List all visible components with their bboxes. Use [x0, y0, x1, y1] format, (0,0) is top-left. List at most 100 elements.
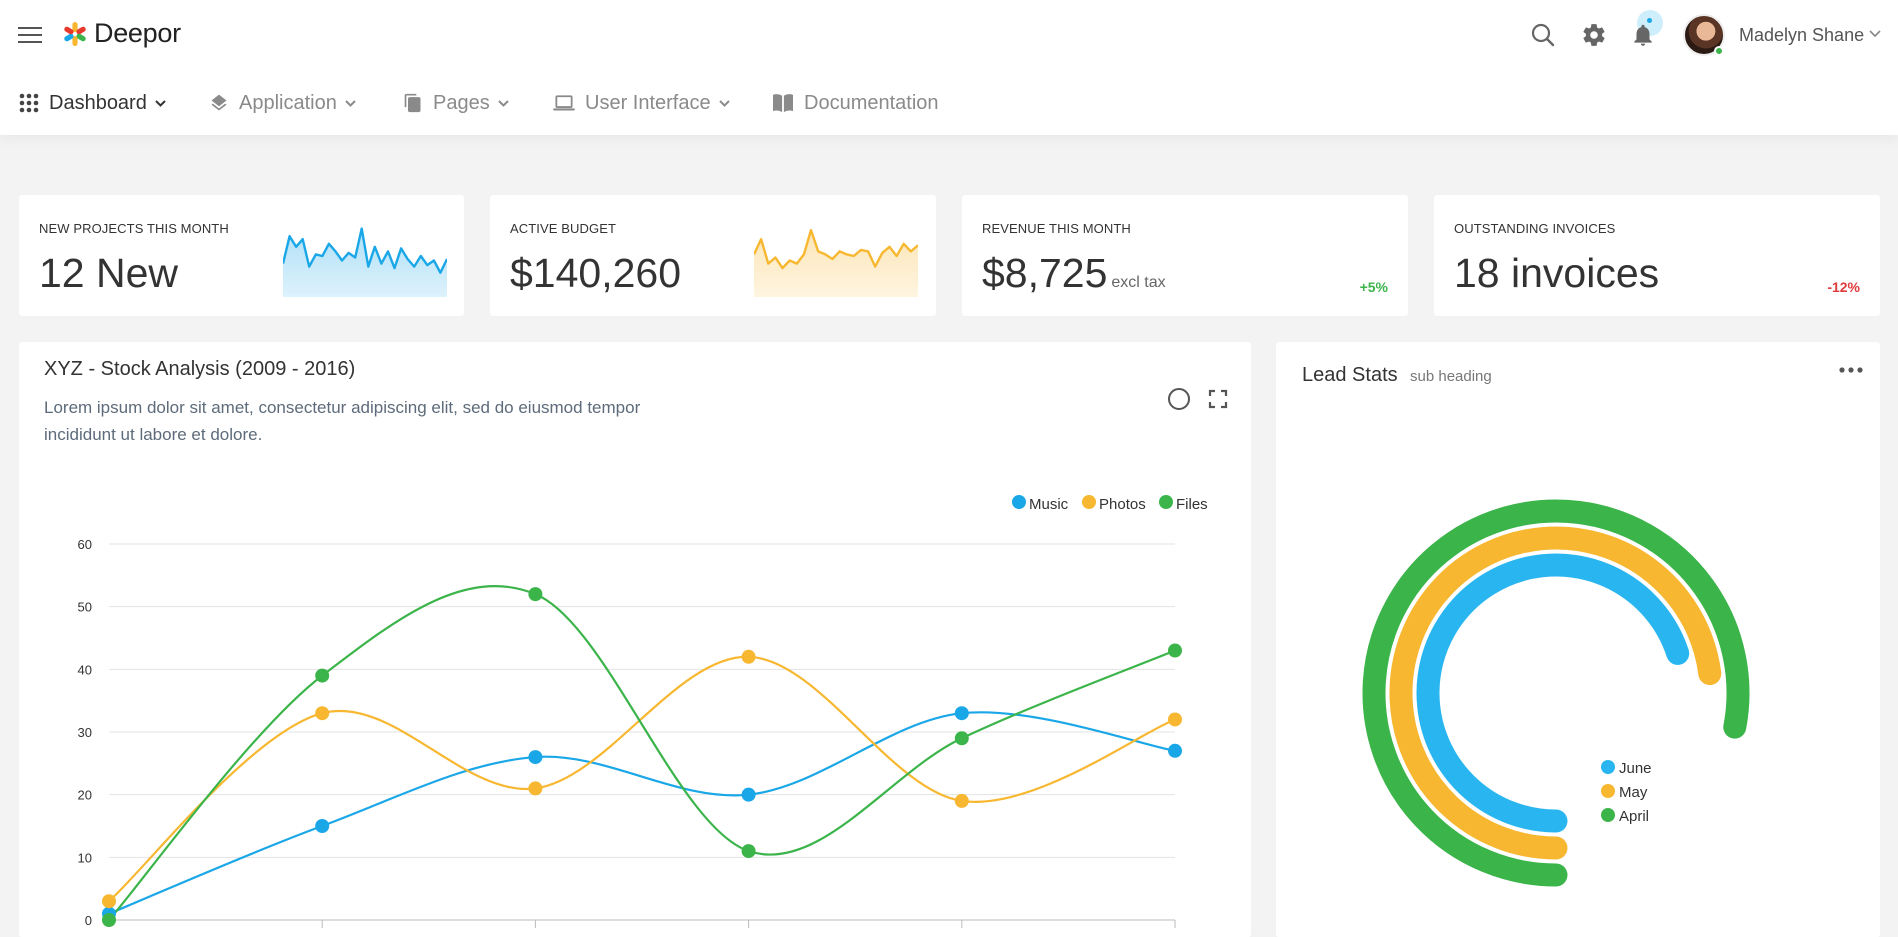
nav-user-interface-label: User Interface: [585, 91, 711, 114]
legend-label: April: [1619, 808, 1649, 825]
user-name[interactable]: Madelyn Shane: [1739, 25, 1865, 45]
data-point-files: [741, 844, 756, 859]
gear-icon[interactable]: [1581, 22, 1609, 50]
stat-card-new-projects: NEW PROJECTS THIS MONTH 12 New: [19, 195, 464, 316]
stat-value: $140,260: [510, 250, 682, 296]
legend-marker: [1159, 495, 1173, 509]
menu-icon[interactable]: [18, 27, 42, 45]
radial-bar-april: [1362, 499, 1750, 887]
series-line-files: [108, 585, 1176, 921]
avatar[interactable]: [1683, 14, 1725, 56]
y-tick-label: 30: [78, 725, 92, 740]
y-tick-label: 10: [78, 850, 92, 865]
data-point-files: [528, 587, 543, 602]
sparkline: [754, 228, 918, 297]
stat-card-outstanding-invoices: OUTSTANDING INVOICES 18 invoices -12%: [1434, 195, 1880, 316]
search-icon[interactable]: [1530, 22, 1558, 50]
series-line-music: [108, 711, 1176, 915]
nav-user-interface[interactable]: User Interface: [553, 89, 730, 117]
nav-application[interactable]: Application: [209, 89, 356, 117]
data-point-files: [954, 731, 969, 746]
logo[interactable]: Deepor: [62, 18, 181, 49]
y-tick-label: 20: [78, 788, 92, 803]
data-point-files: [102, 913, 116, 927]
sparkline-line: [283, 227, 447, 274]
top-bar: Deepor Madelyn Shane: [0, 0, 1898, 71]
series-line-photos: [108, 655, 1176, 903]
data-point-photos: [1168, 712, 1182, 727]
online-status-dot: [1714, 46, 1724, 56]
laptop-icon: [553, 95, 575, 111]
chevron-down-icon: [345, 99, 356, 107]
more-icon[interactable]: [1839, 366, 1863, 374]
y-tick-label: 0: [85, 913, 92, 928]
sparkline-line: [754, 228, 918, 270]
stat-value-number: $8,725: [982, 250, 1108, 296]
legend-marker: [1601, 808, 1615, 822]
nav-dashboard[interactable]: Dashboard: [19, 89, 166, 117]
data-point-music: [954, 706, 969, 721]
chevron-down-icon[interactable]: [1869, 30, 1881, 38]
legend-label: June: [1619, 760, 1652, 777]
stat-change: +5%: [1359, 279, 1388, 295]
stat-value: 12 New: [39, 250, 179, 296]
legend-marker: [1601, 760, 1615, 774]
main-nav: Dashboard Application Pages User Interfa…: [0, 71, 1898, 135]
pages-icon: [404, 93, 421, 113]
legend-label: May: [1619, 784, 1648, 801]
stat-title: ACTIVE BUDGET: [510, 221, 617, 236]
fullscreen-icon[interactable]: [1208, 389, 1228, 409]
data-point-photos: [741, 649, 756, 664]
legend-label: Music: [1029, 496, 1069, 513]
sparkline-area: [754, 230, 918, 297]
stat-change: -12%: [1827, 279, 1860, 295]
legend-label: Photos: [1099, 496, 1146, 513]
y-tick-label: 60: [78, 537, 92, 552]
sparkline: [283, 227, 447, 297]
stat-value: 18 invoices: [1454, 250, 1660, 296]
y-tick-label: 40: [78, 662, 92, 677]
grid-icon: [19, 93, 39, 113]
stat-title: OUTSTANDING INVOICES: [1454, 221, 1616, 236]
nav-pages[interactable]: Pages: [403, 89, 509, 117]
data-point-photos: [102, 894, 116, 909]
logo-icon: [64, 21, 86, 46]
nav-application-label: Application: [239, 91, 337, 114]
book-icon: [773, 94, 793, 113]
nav-dashboard-label: Dashboard: [49, 91, 147, 114]
data-point-files: [1168, 643, 1182, 658]
circle-icon[interactable]: [1167, 387, 1191, 411]
legend-marker: [1601, 784, 1615, 798]
chevron-down-icon: [155, 99, 166, 107]
stat-title: REVENUE THIS MONTH: [982, 221, 1131, 236]
chart-title: XYZ - Stock Analysis (2009 - 2016): [44, 358, 356, 380]
bell-icon[interactable]: [1630, 22, 1658, 50]
legend-marker: [1012, 495, 1026, 509]
sparkline-area: [283, 228, 447, 297]
data-point-music: [528, 750, 543, 765]
lead-stats-title: Lead Stats: [1302, 364, 1398, 386]
data-point-files: [315, 668, 330, 683]
radial-bar-june: [1416, 553, 1690, 833]
stat-subtext: excl tax: [1111, 274, 1166, 291]
data-point-music: [741, 787, 756, 802]
data-point-photos: [528, 781, 543, 796]
nav-documentation-label: Documentation: [804, 91, 939, 114]
stock-analysis-card: XYZ - Stock Analysis (2009 - 2016) Lorem…: [19, 342, 1251, 937]
y-tick-label: 50: [78, 600, 92, 615]
nav-pages-label: Pages: [433, 91, 490, 114]
stat-card-revenue: REVENUE THIS MONTH $8,725 excl tax +5%: [962, 195, 1408, 316]
data-point-music: [315, 819, 330, 833]
nav-documentation[interactable]: Documentation: [772, 89, 939, 117]
legend-marker: [1082, 495, 1096, 509]
radial-bar-may: [1389, 526, 1722, 860]
legend-label: Files: [1176, 496, 1208, 513]
brand-name: Deepor: [94, 18, 181, 48]
stat-card-active-budget: ACTIVE BUDGET $140,260: [490, 195, 936, 316]
data-point-music: [1168, 743, 1182, 758]
chevron-down-icon: [718, 99, 730, 107]
layers-icon: [211, 94, 227, 111]
stat-value: $8,725 excl tax: [982, 250, 1166, 297]
